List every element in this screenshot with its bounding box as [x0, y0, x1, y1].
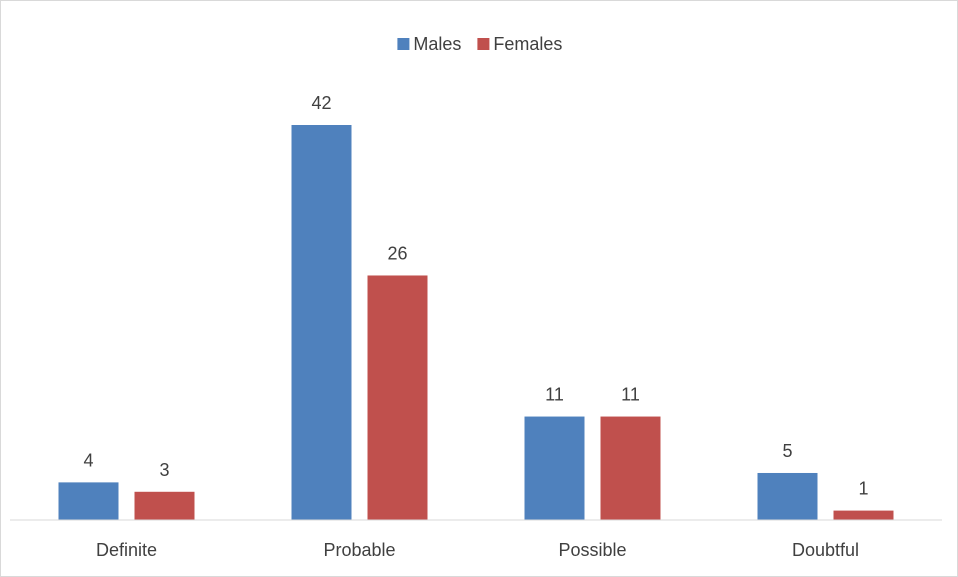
category-label-probable: Probable	[323, 540, 395, 560]
bar-females-probable	[367, 275, 428, 520]
bar-females-doubtful	[833, 510, 894, 520]
bars	[58, 125, 894, 520]
data-label-females-definite: 3	[159, 460, 169, 480]
category-label-definite: Definite	[96, 540, 157, 560]
data-label-females-probable: 26	[387, 243, 407, 263]
data-label-males-definite: 4	[83, 450, 93, 470]
category-label-doubtful: Doubtful	[792, 540, 859, 560]
bar-males-doubtful	[757, 472, 818, 520]
legend-label-males: Males	[413, 34, 461, 54]
data-label-females-possible: 11	[621, 385, 640, 405]
data-label-males-probable: 42	[311, 93, 331, 113]
data-labels: 4 3 42 26 11 11 5 1	[83, 93, 868, 499]
legend: Males Females	[397, 34, 562, 54]
bar-females-possible	[600, 416, 661, 520]
bar-females-definite	[134, 491, 195, 520]
category-labels: Definite Probable Possible Doubtful	[96, 540, 859, 560]
bar-males-probable	[291, 125, 352, 520]
bar-males-possible	[524, 416, 585, 520]
category-label-possible: Possible	[558, 540, 626, 560]
legend-swatch-females	[477, 38, 490, 50]
data-label-males-doubtful: 5	[782, 441, 792, 461]
legend-label-females: Females	[493, 34, 562, 54]
data-label-males-possible: 11	[545, 385, 564, 405]
bar-males-definite	[58, 482, 119, 520]
data-label-females-doubtful: 1	[858, 479, 868, 499]
legend-swatch-males	[397, 38, 410, 50]
